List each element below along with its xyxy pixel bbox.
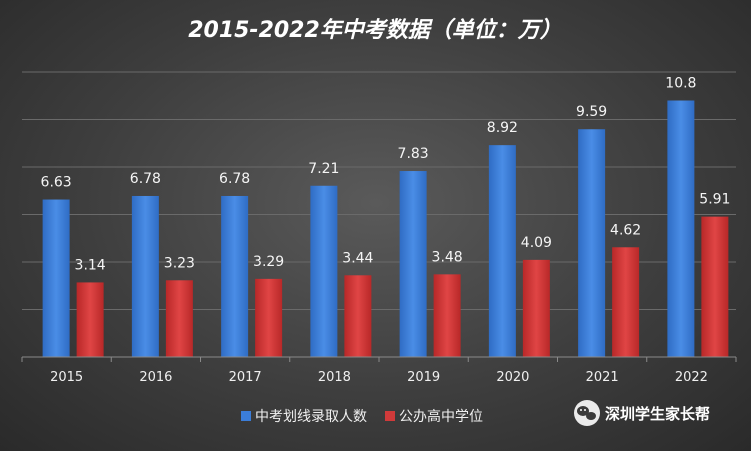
bar-admissions xyxy=(131,195,159,357)
data-label-public-seats: 5.91 xyxy=(699,192,730,208)
bar-public-seats xyxy=(612,247,640,357)
legend-label-admissions: 中考划线录取人数 xyxy=(255,409,367,425)
bar-admissions xyxy=(42,199,70,357)
watermark-text: 深圳学生家长帮 xyxy=(605,405,710,423)
bars: 6.63 6.78 6.78 7.21 7.83 8.92 9.59 10.8 3.14 3.23… xyxy=(41,76,730,357)
data-label-public-seats: 3.29 xyxy=(253,254,284,270)
legend-swatch-public-seats xyxy=(385,411,395,421)
bar-public-seats xyxy=(255,278,283,357)
bar-public-seats xyxy=(433,274,461,357)
x-tick-label: 2020 xyxy=(496,370,529,385)
bar-public-seats xyxy=(76,282,104,357)
chart-title: 2015-2022年中考数据（单位：万） xyxy=(188,17,562,43)
data-label-public-seats: 3.14 xyxy=(75,257,106,273)
x-tick-label: 2019 xyxy=(407,370,440,385)
data-label-public-seats: 3.44 xyxy=(342,250,373,266)
x-tick-label: 2015 xyxy=(50,370,83,385)
data-label-admissions: 8.92 xyxy=(487,120,518,136)
x-tick-label: 2021 xyxy=(586,370,619,385)
bar-admissions xyxy=(310,185,338,357)
bar-public-seats xyxy=(701,216,729,357)
bar-admissions xyxy=(488,145,516,357)
watermark: 深圳学生家长帮 xyxy=(574,400,710,426)
data-label-admissions: 6.78 xyxy=(130,171,161,187)
bar-admissions xyxy=(221,195,249,357)
bar-admissions xyxy=(578,129,606,357)
legend-swatch-admissions xyxy=(241,411,251,421)
data-label-public-seats: 3.23 xyxy=(164,255,195,271)
data-label-admissions: 10.8 xyxy=(665,76,696,92)
data-label-admissions: 9.59 xyxy=(576,104,607,120)
x-axis: 2015 2016 2017 2018 2019 2020 2021 2022 xyxy=(21,356,737,385)
wechat-icon xyxy=(574,400,600,426)
bar-public-seats xyxy=(344,275,372,357)
bar-admissions xyxy=(667,100,695,357)
x-tick-label: 2017 xyxy=(229,370,262,385)
legend-label-public-seats: 公办高中学位 xyxy=(399,408,483,425)
x-tick-label: 2022 xyxy=(675,370,708,385)
bar-admissions xyxy=(399,171,427,357)
data-label-admissions: 6.63 xyxy=(41,175,72,191)
x-tick-label: 2016 xyxy=(139,370,172,385)
bar-public-seats xyxy=(522,259,550,357)
data-label-public-seats: 4.62 xyxy=(610,222,641,238)
bar-public-seats xyxy=(165,280,193,357)
x-tick-label: 2018 xyxy=(318,370,351,385)
legend: 中考划线录取人数 公办高中学位 xyxy=(241,408,483,425)
data-label-admissions: 7.21 xyxy=(308,161,339,177)
data-label-admissions: 7.83 xyxy=(398,146,429,162)
data-label-public-seats: 4.09 xyxy=(521,235,552,251)
data-label-admissions: 6.78 xyxy=(219,171,250,187)
data-label-public-seats: 3.48 xyxy=(432,249,463,265)
